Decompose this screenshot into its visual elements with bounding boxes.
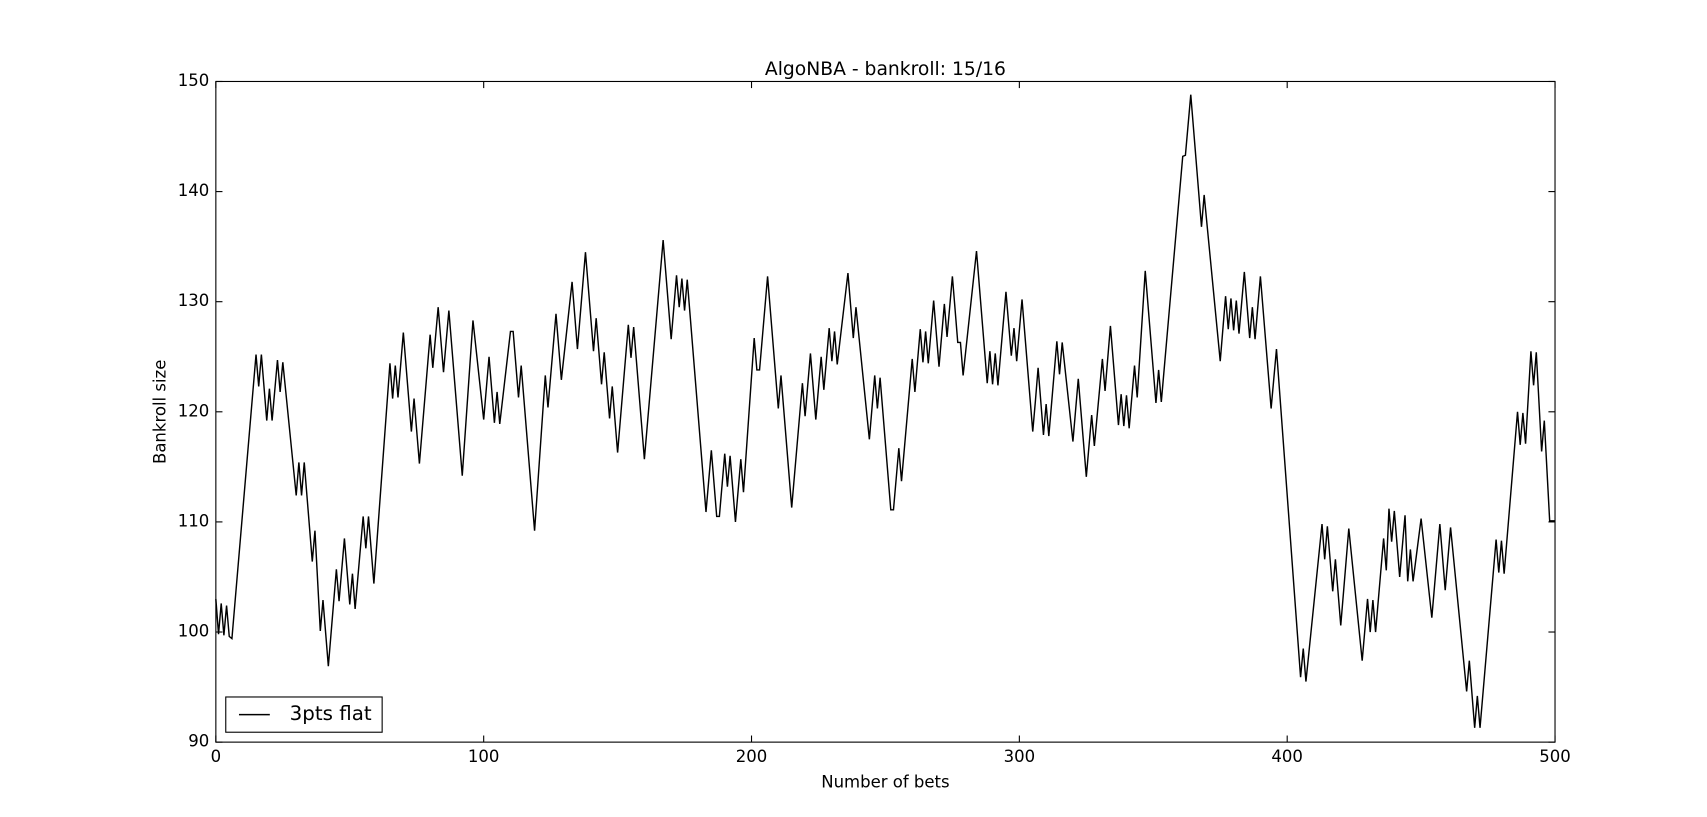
x-tick-label: 300 xyxy=(1004,747,1036,766)
y-tick-label: 130 xyxy=(178,291,210,310)
chart-title: AlgoNBA - bankroll: 15/16 xyxy=(765,59,1006,80)
legend-label: 3pts flat xyxy=(290,702,372,725)
y-axis-label: Bankroll size xyxy=(150,360,169,464)
x-tick-label: 0 xyxy=(211,747,222,766)
plot-frame xyxy=(215,80,1556,743)
y-tick-label: 110 xyxy=(178,511,210,530)
y-tick-label: 140 xyxy=(178,181,210,200)
x-axis-label: Number of bets xyxy=(821,772,949,791)
y-tick-label: 120 xyxy=(178,401,210,420)
line-series xyxy=(215,94,1556,728)
x-tick-label: 100 xyxy=(468,747,500,766)
x-tick-label: 500 xyxy=(1539,747,1571,766)
x-tick-label: 400 xyxy=(1271,747,1303,766)
y-tick-label: 100 xyxy=(178,622,210,641)
y-tick-label: 90 xyxy=(188,732,209,751)
x-tick-label: 200 xyxy=(736,747,768,766)
y-tick-label: 150 xyxy=(178,71,210,90)
